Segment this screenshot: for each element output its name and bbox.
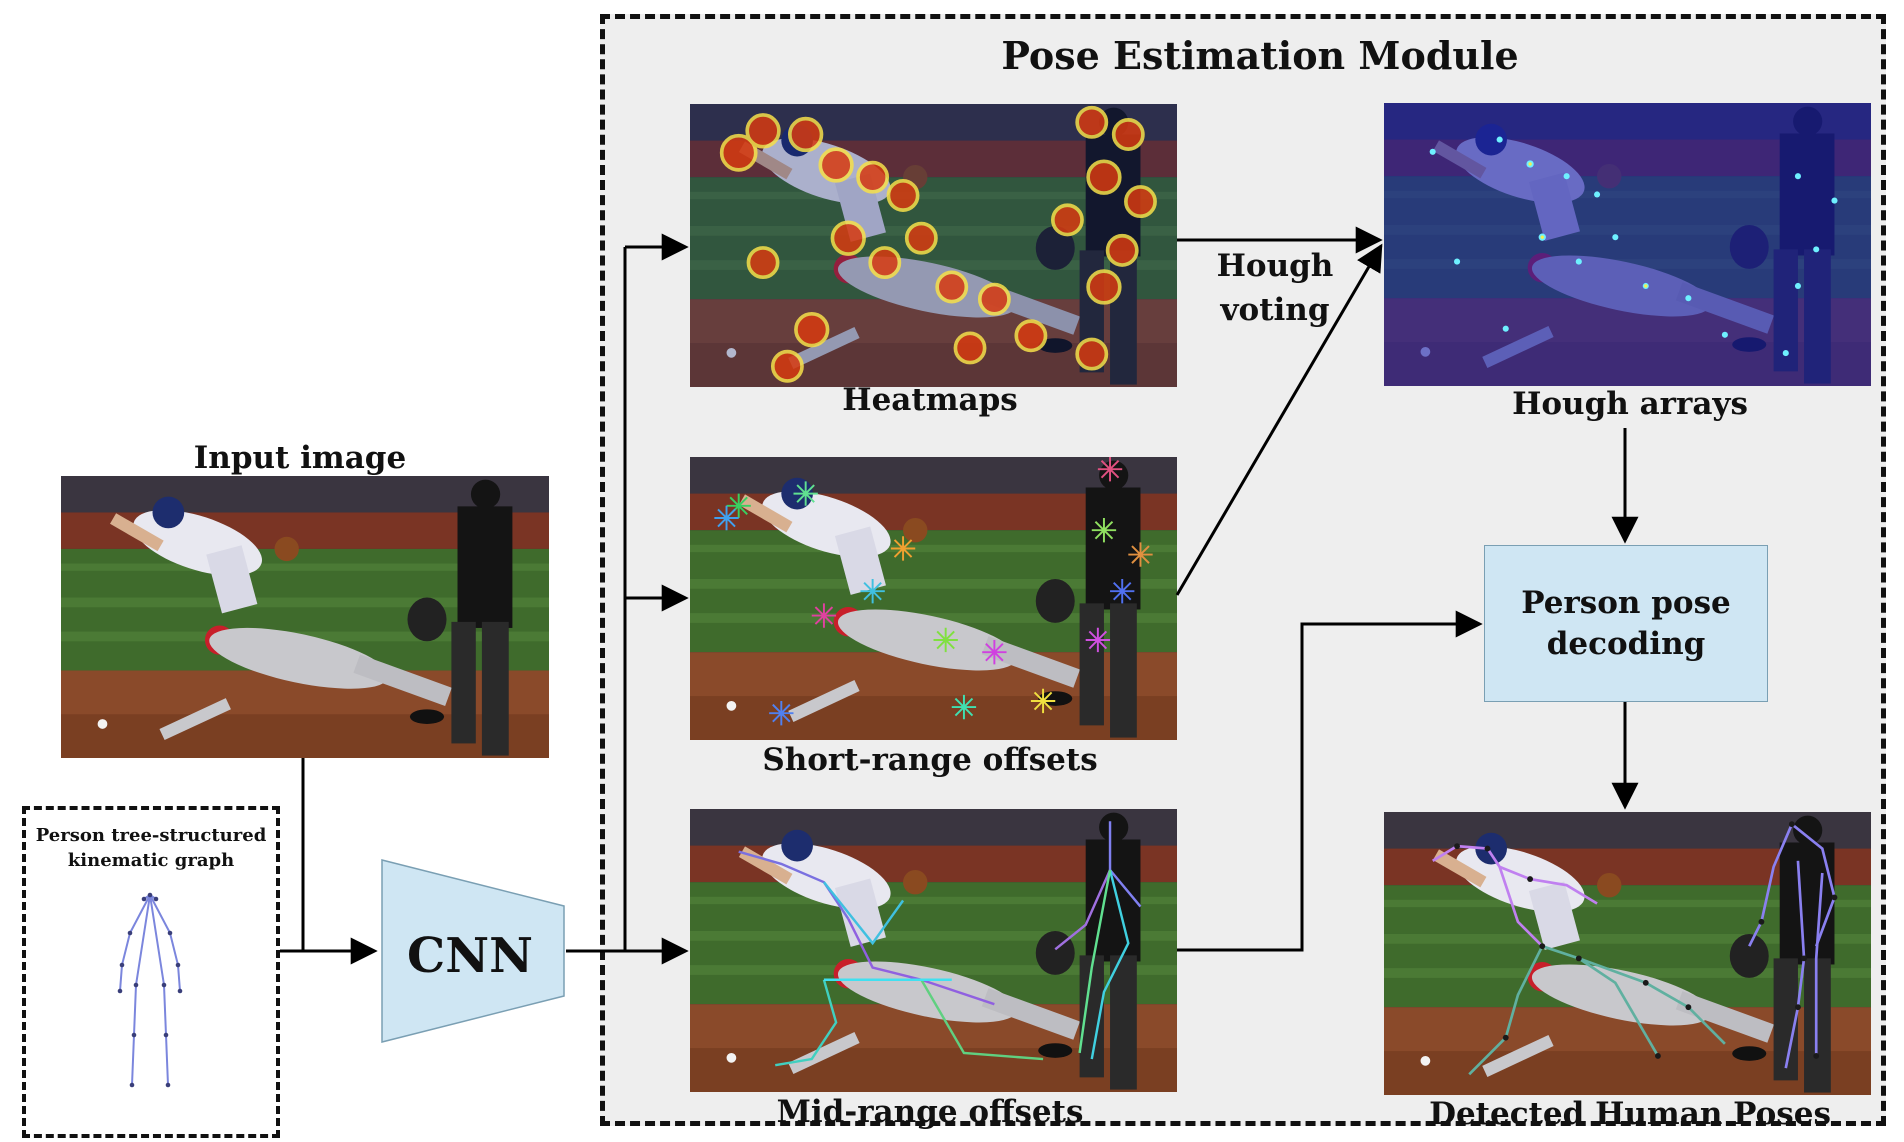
input-image-label: Input image (193, 440, 407, 476)
mid-range-offsets-image (690, 809, 1177, 1092)
hough-arrays-label: Hough arrays (1512, 386, 1748, 422)
input-image (61, 476, 549, 758)
hough-arrays-image (1384, 103, 1871, 386)
short-range-offsets-image (690, 457, 1177, 740)
hough-voting-line1: Hough (1216, 248, 1334, 284)
mid-range-offsets-label: Mid-range offsets (776, 1094, 1084, 1130)
kinematic-graph-box (22, 806, 280, 1138)
hough-voting-line2: voting (1220, 292, 1330, 328)
detected-poses-image (1384, 812, 1871, 1095)
decoding-line2: decoding (1546, 625, 1706, 662)
module-title: Pose Estimation Module (1001, 33, 1519, 78)
heatmaps-label: Heatmaps (842, 382, 1018, 418)
short-range-offsets-label: Short-range offsets (762, 742, 1098, 778)
cnn-label: CNN (407, 928, 533, 984)
decoding-line1: Person pose (1521, 584, 1731, 621)
graph-label-line1: Person tree-structured (35, 825, 267, 846)
cnn-block (381, 859, 565, 1043)
graph-label-line2: kinematic graph (67, 850, 235, 871)
person-pose-decoding-box: Person pose decoding (1484, 545, 1768, 702)
heatmaps-image (690, 104, 1177, 387)
kinematic-graph-skeleton (117, 892, 183, 1088)
detected-poses-label: Detected Human Poses (1429, 1096, 1831, 1132)
